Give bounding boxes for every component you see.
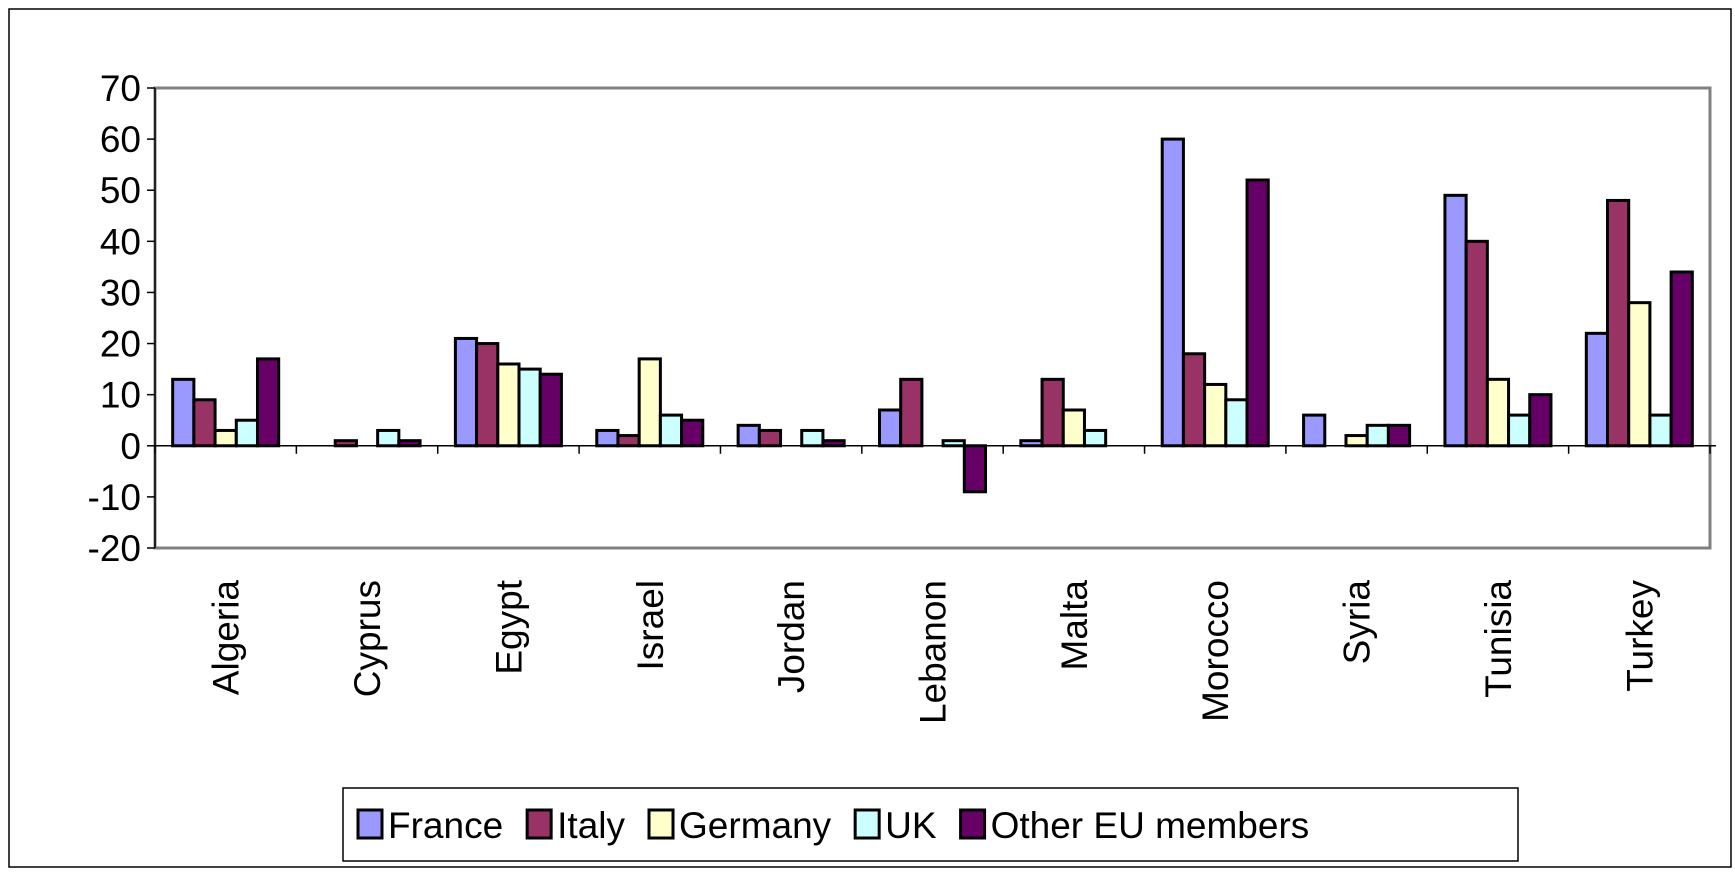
bar bbox=[1464, 239, 1489, 448]
bar bbox=[1627, 301, 1652, 448]
y-tick-label: 50 bbox=[100, 170, 141, 211]
legend-swatch bbox=[356, 808, 384, 840]
bar bbox=[1386, 423, 1412, 448]
bar bbox=[192, 398, 217, 448]
bar bbox=[1302, 413, 1327, 448]
y-tick-label: -10 bbox=[88, 477, 141, 518]
x-tick-label: Morocco bbox=[1195, 580, 1236, 722]
bar bbox=[1344, 434, 1369, 448]
legend-label: Other EU members bbox=[991, 805, 1310, 846]
x-tick-label: Algeria bbox=[206, 580, 247, 696]
bar bbox=[736, 423, 761, 448]
legend-swatch bbox=[853, 808, 881, 840]
bar bbox=[453, 336, 479, 448]
bar bbox=[616, 434, 641, 448]
bar bbox=[658, 413, 684, 448]
bar bbox=[1040, 377, 1065, 448]
bar bbox=[1443, 193, 1468, 448]
bar bbox=[397, 439, 422, 448]
legend-swatch bbox=[959, 808, 987, 840]
y-tick-label: -20 bbox=[88, 528, 141, 569]
legend-label: France bbox=[388, 805, 503, 846]
bar bbox=[333, 439, 358, 448]
bar bbox=[757, 428, 783, 448]
bar bbox=[1245, 178, 1270, 448]
bar bbox=[213, 428, 238, 448]
bar bbox=[1584, 331, 1610, 448]
y-tick-label: 0 bbox=[120, 426, 141, 467]
legend-label: Germany bbox=[679, 805, 832, 846]
x-tick-label: Israel bbox=[630, 580, 671, 670]
bar bbox=[1507, 413, 1532, 448]
y-tick-label: 30 bbox=[100, 272, 141, 313]
bar bbox=[1485, 377, 1511, 448]
legend-swatch bbox=[647, 808, 675, 840]
bar bbox=[255, 357, 281, 448]
bar bbox=[538, 372, 563, 448]
bar bbox=[171, 377, 196, 448]
x-tick-label: Tunisia bbox=[1478, 580, 1519, 698]
y-tick-label: 10 bbox=[100, 375, 141, 416]
bar bbox=[941, 439, 966, 448]
bar bbox=[1528, 393, 1553, 448]
x-tick-label: Syria bbox=[1337, 580, 1378, 665]
bar bbox=[821, 439, 846, 448]
y-tick-label: 40 bbox=[100, 221, 141, 262]
bar bbox=[1224, 398, 1249, 448]
bar bbox=[1019, 439, 1044, 448]
x-tick-label: Jordan bbox=[771, 580, 812, 693]
bar bbox=[680, 418, 705, 448]
bar bbox=[517, 367, 542, 448]
bar bbox=[1365, 423, 1390, 448]
bar bbox=[1181, 352, 1207, 448]
bar bbox=[1606, 198, 1631, 448]
x-tick-label: Malta bbox=[1054, 580, 1095, 671]
x-tick-label: Cyprus bbox=[347, 580, 388, 697]
bar bbox=[800, 428, 825, 448]
legend-label: UK bbox=[885, 805, 937, 846]
legend-swatch bbox=[525, 808, 553, 840]
bar bbox=[899, 377, 924, 448]
x-tick-label: Turkey bbox=[1619, 580, 1660, 692]
y-tick-label: 70 bbox=[100, 68, 141, 109]
bar bbox=[637, 357, 662, 448]
bar bbox=[595, 428, 620, 448]
bar bbox=[1082, 428, 1108, 448]
bar bbox=[877, 408, 903, 448]
bar bbox=[1061, 408, 1086, 448]
legend-label: Italy bbox=[557, 805, 625, 846]
bar bbox=[475, 342, 500, 448]
bar bbox=[962, 444, 988, 494]
bar bbox=[376, 428, 401, 448]
bar bbox=[1160, 137, 1185, 448]
bar bbox=[496, 362, 521, 448]
bar bbox=[1648, 413, 1673, 448]
bar bbox=[1203, 382, 1228, 448]
y-tick-label: 60 bbox=[100, 119, 141, 160]
x-tick-label: Lebanon bbox=[913, 580, 954, 724]
bar bbox=[1669, 270, 1694, 448]
x-tick-label: Egypt bbox=[488, 579, 529, 674]
bar bbox=[234, 418, 259, 448]
y-tick-label: 20 bbox=[100, 324, 141, 365]
